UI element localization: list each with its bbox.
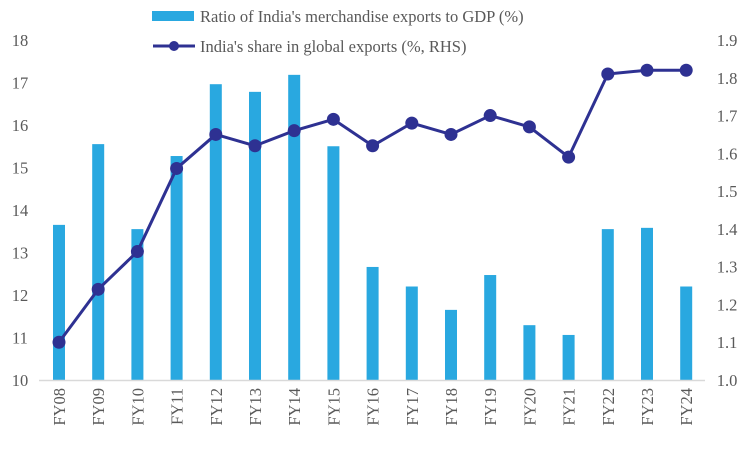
bar-fy16: [366, 266, 379, 380]
y-left-tick-label: 14: [12, 201, 29, 220]
point-fy19: [483, 109, 497, 123]
y-right-tick-label: 1.2: [717, 295, 738, 314]
y-right-tick-label: 1.8: [717, 69, 738, 88]
y-left-tick-label: 11: [12, 329, 28, 348]
y-right-tick-label: 1.9: [717, 31, 738, 50]
x-tick-label: FY10: [128, 388, 147, 426]
x-tick-label: FY14: [285, 388, 304, 426]
y-right-tick-label: 1.3: [717, 258, 738, 277]
x-tick-label: FY17: [403, 388, 422, 426]
bar-fy20: [523, 325, 536, 380]
y-left-tick-label: 18: [12, 31, 29, 50]
x-tick-label: FY24: [677, 388, 696, 426]
x-tick-label: FY08: [50, 388, 69, 426]
point-fy11: [170, 161, 184, 175]
y-axis-right: 1.0 1.1 1.2 1.3 1.4 1.5 1.6 1.7 1.8 1.9: [717, 31, 738, 390]
bar-series: [53, 74, 693, 380]
x-tick-label: FY19: [481, 388, 500, 426]
bar-fy18: [445, 309, 457, 380]
point-fy21: [562, 150, 576, 164]
y-right-tick-label: 1.4: [717, 220, 738, 239]
bar-fy11: [170, 156, 183, 380]
x-tick-label: FY12: [207, 388, 226, 426]
point-fy16: [366, 139, 380, 153]
legend: Ratio of India's merchandise exports to …: [152, 7, 524, 56]
y-right-tick-label: 1.1: [717, 333, 738, 352]
y-left-tick-label: 17: [12, 74, 29, 93]
point-fy23: [640, 63, 654, 77]
point-fy18: [444, 127, 458, 141]
x-axis-labels: FY08 FY09 FY10 FY11 FY12 FY13 FY14 FY15 FY16 FY17…: [50, 388, 696, 426]
y-left-tick-label: 13: [12, 244, 29, 263]
y-right-tick-label: 1.5: [717, 182, 738, 201]
point-fy20: [522, 120, 536, 134]
bar-fy09: [92, 144, 105, 380]
y-left-tick-label: 15: [12, 159, 29, 178]
x-tick-label: FY13: [246, 388, 265, 426]
point-fy09: [91, 282, 105, 296]
legend-bar-label: Ratio of India's merchandise exports to …: [200, 7, 524, 26]
point-fy12: [209, 127, 223, 141]
line-series: [52, 63, 693, 349]
point-fy24: [679, 63, 693, 77]
y-right-tick-label: 1.0: [717, 371, 738, 390]
bar-fy14: [288, 74, 301, 380]
point-fy08: [52, 335, 66, 349]
point-fy10: [130, 245, 144, 259]
bar-fy22: [601, 229, 614, 380]
y-left-tick-label: 12: [12, 286, 29, 305]
point-fy15: [326, 112, 340, 126]
y-left-tick-label: 16: [12, 116, 29, 135]
x-tick-label: FY18: [442, 388, 461, 426]
x-tick-label: FY23: [638, 388, 657, 426]
x-tick-label: FY20: [520, 388, 539, 426]
bar-fy13: [249, 91, 261, 380]
y-axis-left: 10 11 12 13 14 15 16 17 18: [12, 31, 29, 390]
point-fy14: [287, 124, 301, 138]
x-tick-label: FY22: [599, 388, 618, 426]
y-right-tick-label: 1.6: [717, 144, 738, 163]
bar-fy15: [327, 146, 340, 380]
bar-fy08: [53, 224, 65, 380]
legend-line-label: India's share in global exports (%, RHS): [200, 37, 466, 56]
x-tick-label: FY15: [324, 388, 343, 426]
y-left-tick-label: 10: [12, 371, 29, 390]
x-tick-label: FY11: [168, 388, 187, 425]
y-right-tick-label: 1.7: [717, 107, 738, 126]
x-tick-label: FY21: [560, 388, 579, 426]
legend-bar-swatch: [152, 11, 194, 21]
x-tick-label: FY16: [364, 388, 383, 426]
x-tick-label: FY09: [89, 388, 108, 426]
bar-fy19: [484, 275, 497, 380]
bar-fy17: [405, 286, 418, 380]
point-fy17: [405, 116, 419, 130]
bar-fy21: [562, 334, 575, 380]
point-fy22: [601, 67, 615, 81]
bar-fy10: [131, 229, 144, 380]
bar-fy23: [641, 227, 653, 380]
bar-fy24: [680, 286, 693, 380]
point-fy13: [248, 139, 262, 153]
bar-fy12: [209, 84, 222, 380]
legend-line-marker: [169, 41, 179, 51]
